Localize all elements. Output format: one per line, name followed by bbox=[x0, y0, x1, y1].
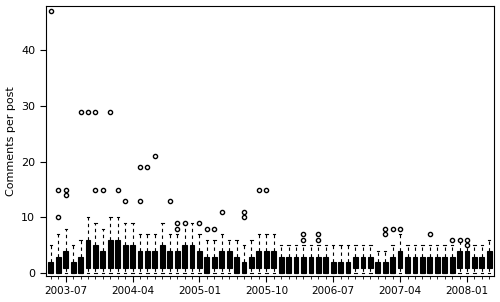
PathPatch shape bbox=[190, 245, 194, 268]
PathPatch shape bbox=[398, 251, 402, 268]
PathPatch shape bbox=[145, 251, 150, 268]
PathPatch shape bbox=[442, 256, 447, 273]
PathPatch shape bbox=[56, 256, 60, 273]
PathPatch shape bbox=[70, 262, 76, 273]
PathPatch shape bbox=[390, 256, 395, 273]
PathPatch shape bbox=[480, 256, 484, 268]
PathPatch shape bbox=[331, 262, 336, 273]
PathPatch shape bbox=[93, 245, 98, 268]
PathPatch shape bbox=[464, 251, 469, 268]
PathPatch shape bbox=[428, 256, 432, 273]
PathPatch shape bbox=[48, 262, 54, 273]
PathPatch shape bbox=[472, 256, 477, 268]
PathPatch shape bbox=[294, 256, 298, 273]
PathPatch shape bbox=[108, 240, 112, 268]
PathPatch shape bbox=[242, 262, 246, 273]
PathPatch shape bbox=[376, 262, 380, 273]
PathPatch shape bbox=[204, 256, 210, 273]
PathPatch shape bbox=[338, 262, 343, 273]
PathPatch shape bbox=[212, 256, 216, 268]
PathPatch shape bbox=[279, 256, 283, 273]
PathPatch shape bbox=[220, 251, 224, 268]
PathPatch shape bbox=[130, 245, 135, 268]
Y-axis label: Comments per post: Comments per post bbox=[6, 86, 16, 196]
PathPatch shape bbox=[168, 251, 172, 268]
PathPatch shape bbox=[324, 256, 328, 273]
PathPatch shape bbox=[234, 256, 239, 273]
PathPatch shape bbox=[308, 256, 314, 273]
PathPatch shape bbox=[116, 240, 120, 268]
PathPatch shape bbox=[197, 251, 202, 268]
PathPatch shape bbox=[256, 251, 262, 268]
PathPatch shape bbox=[368, 256, 373, 268]
PathPatch shape bbox=[264, 251, 268, 268]
PathPatch shape bbox=[301, 256, 306, 273]
PathPatch shape bbox=[316, 256, 321, 273]
PathPatch shape bbox=[227, 251, 232, 268]
PathPatch shape bbox=[405, 256, 410, 273]
PathPatch shape bbox=[420, 256, 425, 273]
PathPatch shape bbox=[435, 256, 440, 273]
PathPatch shape bbox=[182, 245, 187, 268]
PathPatch shape bbox=[272, 251, 276, 268]
PathPatch shape bbox=[175, 251, 180, 268]
PathPatch shape bbox=[450, 256, 454, 273]
PathPatch shape bbox=[122, 245, 128, 268]
PathPatch shape bbox=[64, 251, 68, 268]
PathPatch shape bbox=[160, 245, 164, 268]
PathPatch shape bbox=[383, 262, 388, 273]
PathPatch shape bbox=[286, 256, 291, 273]
PathPatch shape bbox=[412, 256, 418, 273]
PathPatch shape bbox=[360, 256, 366, 268]
PathPatch shape bbox=[86, 240, 90, 268]
PathPatch shape bbox=[78, 256, 83, 273]
PathPatch shape bbox=[457, 251, 462, 268]
PathPatch shape bbox=[353, 256, 358, 268]
PathPatch shape bbox=[100, 251, 105, 268]
PathPatch shape bbox=[249, 256, 254, 268]
PathPatch shape bbox=[138, 251, 142, 268]
PathPatch shape bbox=[346, 262, 350, 273]
PathPatch shape bbox=[152, 251, 158, 268]
PathPatch shape bbox=[487, 251, 492, 268]
